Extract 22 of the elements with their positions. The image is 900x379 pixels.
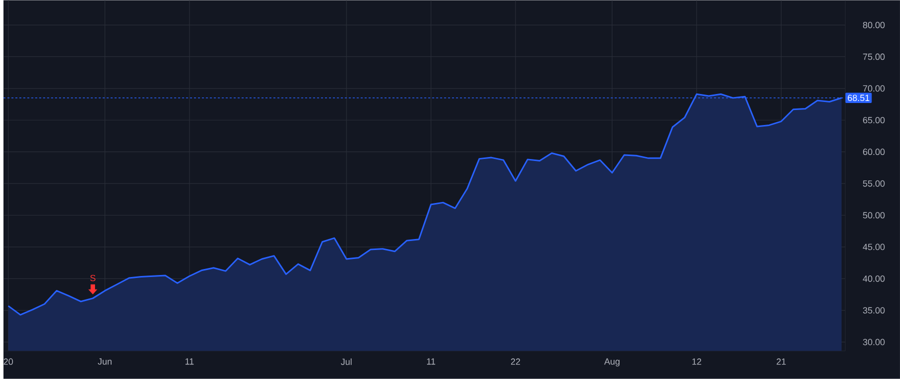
y-tick-label: 35.00: [863, 307, 885, 314]
x-tick-label: 22: [510, 358, 520, 365]
x-tick-label: 11: [185, 358, 194, 365]
y-tick-label: 75.00: [863, 54, 885, 60]
x-tick-label: Jun: [98, 358, 112, 365]
annotation: S: [90, 274, 96, 282]
y-tick-label: 70.00: [863, 85, 885, 92]
x-tick-label: 11: [427, 358, 436, 365]
x-tick-label: 20: [4, 358, 13, 365]
x-tick-label: 21: [776, 358, 786, 365]
x-tick-label: Aug: [604, 358, 620, 367]
y-tick-label: 40.00: [862, 276, 885, 282]
x-tick-label: Jul: [340, 358, 352, 366]
y-tick-label: 55.00: [863, 180, 885, 187]
y-tick-label: 50.00: [863, 212, 885, 218]
y-tick-label: 45.00: [862, 244, 885, 250]
y-tick-label: 30.00: [863, 338, 885, 346]
y-tick-label: 65.00: [863, 117, 885, 124]
y-tick-label: 80.00: [863, 22, 885, 28]
x-tick-label: 12: [692, 358, 702, 365]
ref-line-label: 68.51: [848, 94, 870, 102]
y-tick-label: 60.00: [863, 148, 885, 156]
